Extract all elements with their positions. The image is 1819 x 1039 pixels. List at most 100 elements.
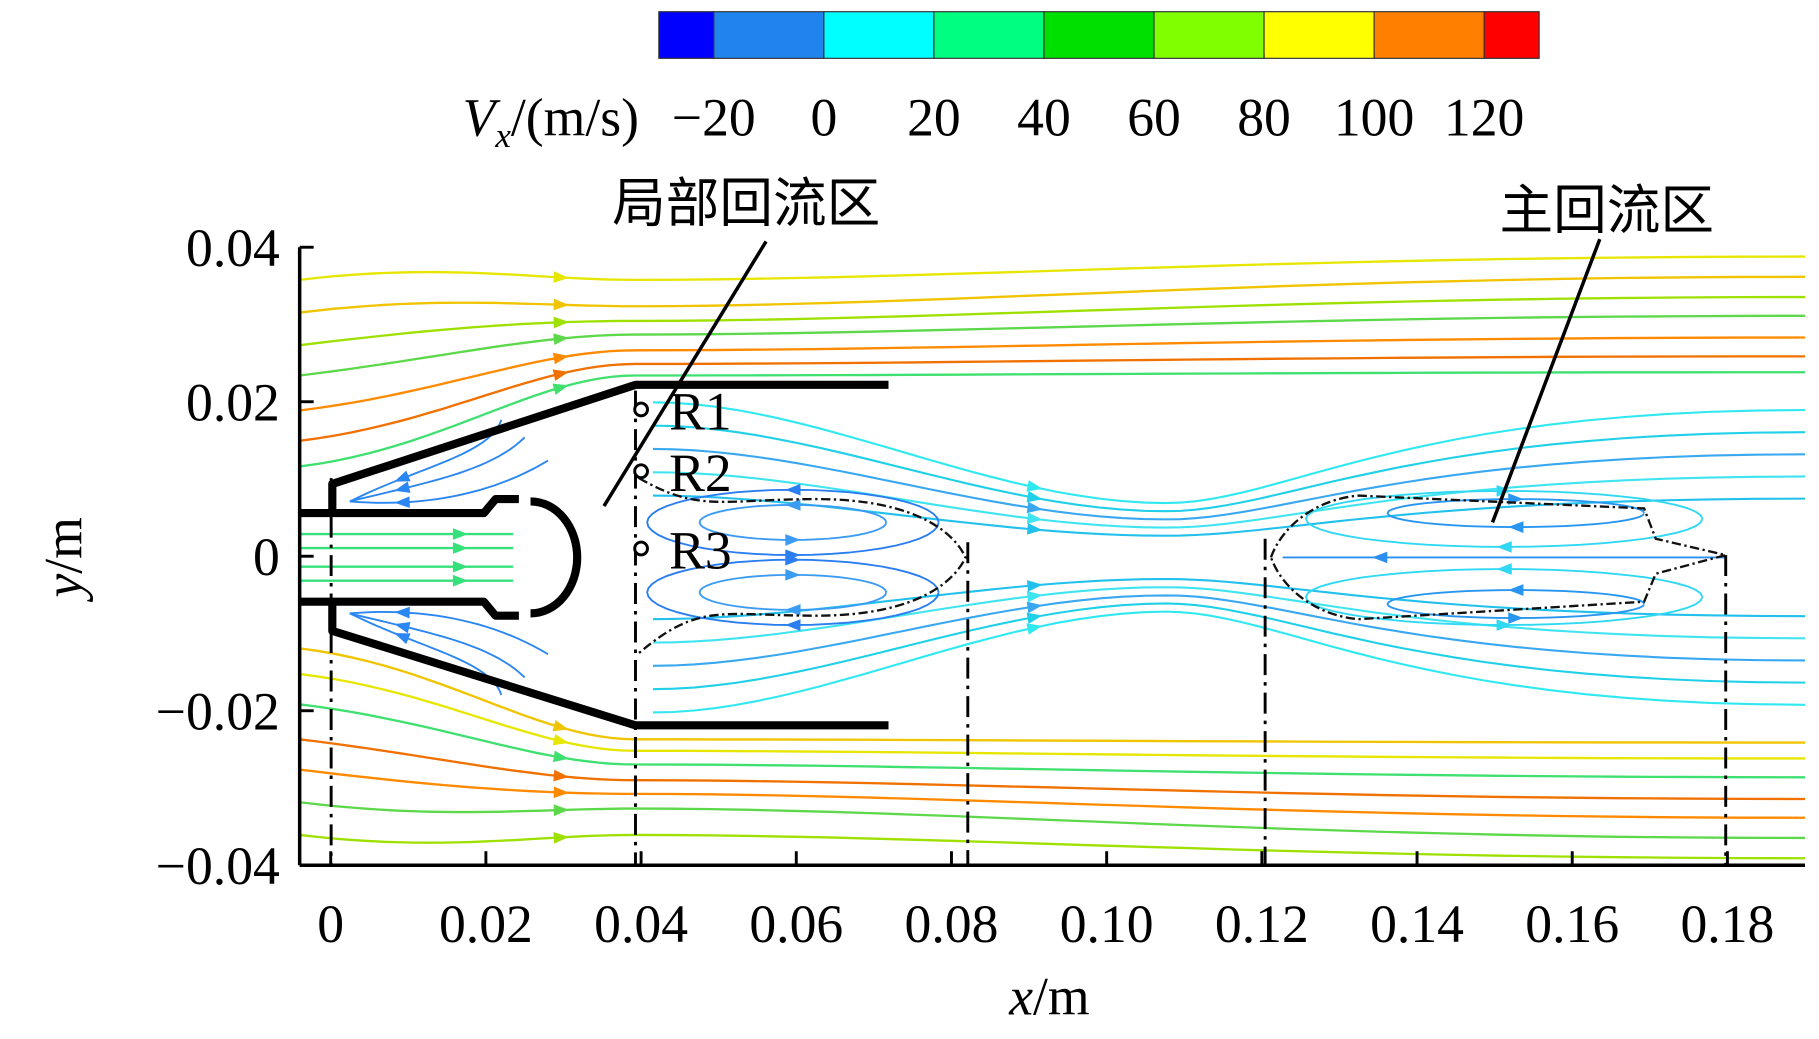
stream-arrow xyxy=(1026,490,1043,503)
stream-arrow xyxy=(552,383,569,395)
stream-arrow xyxy=(1026,612,1043,624)
stream-arrow xyxy=(785,604,801,616)
x-tick-label: 0.06 xyxy=(749,894,843,954)
colorbar-segment xyxy=(1373,11,1485,59)
x-tick-label: 0.02 xyxy=(439,894,533,954)
colorbar-tick-label: 0 xyxy=(810,87,837,147)
section-lines xyxy=(329,390,1728,866)
stream-arrow xyxy=(785,499,801,511)
stream-arrow xyxy=(394,470,411,482)
stream-arrow xyxy=(1026,623,1043,635)
recirculation-boundary xyxy=(638,477,1727,654)
streamline xyxy=(349,612,526,679)
colorbar-label: Vx/(m/s) xyxy=(463,87,639,155)
colorbar-segment xyxy=(713,11,825,59)
streamline xyxy=(299,647,1806,744)
stream-arrow xyxy=(394,606,410,619)
colorbar-tick-label: −20 xyxy=(672,87,756,147)
stream-arrow xyxy=(785,553,801,566)
x-tick-label: 0.16 xyxy=(1525,894,1619,954)
lower-inner-wall xyxy=(299,597,519,620)
x-tick-label: 0 xyxy=(317,894,344,954)
colorbar-tick-label: 20 xyxy=(907,87,961,147)
stream-arrow xyxy=(1026,480,1043,492)
streamlines xyxy=(299,255,1806,860)
y-label-unit: /m xyxy=(34,517,94,574)
y-label-var: y xyxy=(34,574,94,603)
colorbar-label-var: V xyxy=(463,87,501,147)
stream-arrow xyxy=(553,271,569,283)
streamline xyxy=(652,610,1806,714)
stream-arrow xyxy=(1496,619,1512,631)
streamline xyxy=(652,447,1806,521)
probe-label: R1 xyxy=(669,381,732,441)
colorbar-label-sub: x xyxy=(494,116,511,155)
x-tick-label: 0.04 xyxy=(594,894,688,954)
streamline xyxy=(652,424,1806,513)
colorbar-segment xyxy=(1043,11,1155,59)
stream-arrow xyxy=(552,719,569,732)
stream-arrow xyxy=(553,786,569,799)
streamline-loop xyxy=(698,573,888,611)
streamline-loop xyxy=(646,488,940,556)
x-tick-label: 0.12 xyxy=(1215,894,1309,954)
colorbar-segment xyxy=(1263,11,1375,59)
stream-arrow xyxy=(394,496,410,508)
y-tick-label: 0 xyxy=(253,527,280,587)
x-label-var: x xyxy=(1008,966,1033,1026)
annotation-leader xyxy=(602,240,768,508)
x-axis-label: x/m xyxy=(1008,966,1089,1026)
colorbar-segment xyxy=(823,11,935,59)
stream-arrow xyxy=(1372,551,1388,564)
stream-arrow xyxy=(553,804,569,817)
stream-arrow xyxy=(785,483,801,496)
stream-arrow xyxy=(1508,521,1524,533)
probe-label: R2 xyxy=(669,443,732,503)
streamline-loop xyxy=(1386,589,1645,619)
y-tick-label: −0.04 xyxy=(156,836,280,896)
stream-arrow xyxy=(552,352,569,365)
stream-arrow xyxy=(1026,501,1043,514)
stream-arrow xyxy=(452,560,469,573)
stream-arrow xyxy=(1508,612,1524,624)
streamline-loop xyxy=(1304,568,1704,626)
stream-arrow xyxy=(552,369,569,381)
streamline xyxy=(652,471,1806,529)
x-tick-label: 0.14 xyxy=(1370,894,1464,954)
main-zone-boundary xyxy=(1269,494,1727,621)
annotation: 主回流区 xyxy=(1500,181,1715,241)
colorbar-tick-label: 100 xyxy=(1334,87,1414,147)
y-axis-label: y/m xyxy=(34,517,94,602)
colorbar-segment xyxy=(1483,11,1540,59)
streamline xyxy=(299,801,1806,840)
stream-arrow xyxy=(452,542,469,554)
stream-arrow xyxy=(452,574,469,587)
streamline xyxy=(299,371,1806,468)
stream-arrow xyxy=(394,621,411,634)
colorbar-tick-label: 80 xyxy=(1237,87,1291,147)
streamline xyxy=(299,833,1806,860)
stream-arrow xyxy=(394,481,411,493)
x-tick-label: 0.10 xyxy=(1060,894,1154,954)
annotation: 局部回流区 xyxy=(612,174,880,234)
streamline xyxy=(299,295,1806,347)
colorbar-segment xyxy=(933,11,1045,59)
stream-arrow xyxy=(785,568,801,581)
streamline-loop xyxy=(698,503,888,541)
streamline xyxy=(299,336,1806,412)
stream-arrow xyxy=(1496,563,1512,575)
colorbar-tick-label: 40 xyxy=(1017,87,1071,147)
stream-arrow xyxy=(785,619,801,631)
probe-point xyxy=(633,463,649,480)
colorbar-segment xyxy=(658,11,715,59)
stream-arrow xyxy=(552,733,569,746)
colorbar-segment xyxy=(1153,11,1265,59)
streamline xyxy=(349,436,526,503)
streamline xyxy=(299,255,1806,282)
streamline xyxy=(299,275,1806,314)
streamline-loop xyxy=(646,558,940,626)
x-label-unit: /m xyxy=(1033,966,1090,1026)
streamline xyxy=(349,611,549,655)
stream-arrow xyxy=(553,831,569,844)
